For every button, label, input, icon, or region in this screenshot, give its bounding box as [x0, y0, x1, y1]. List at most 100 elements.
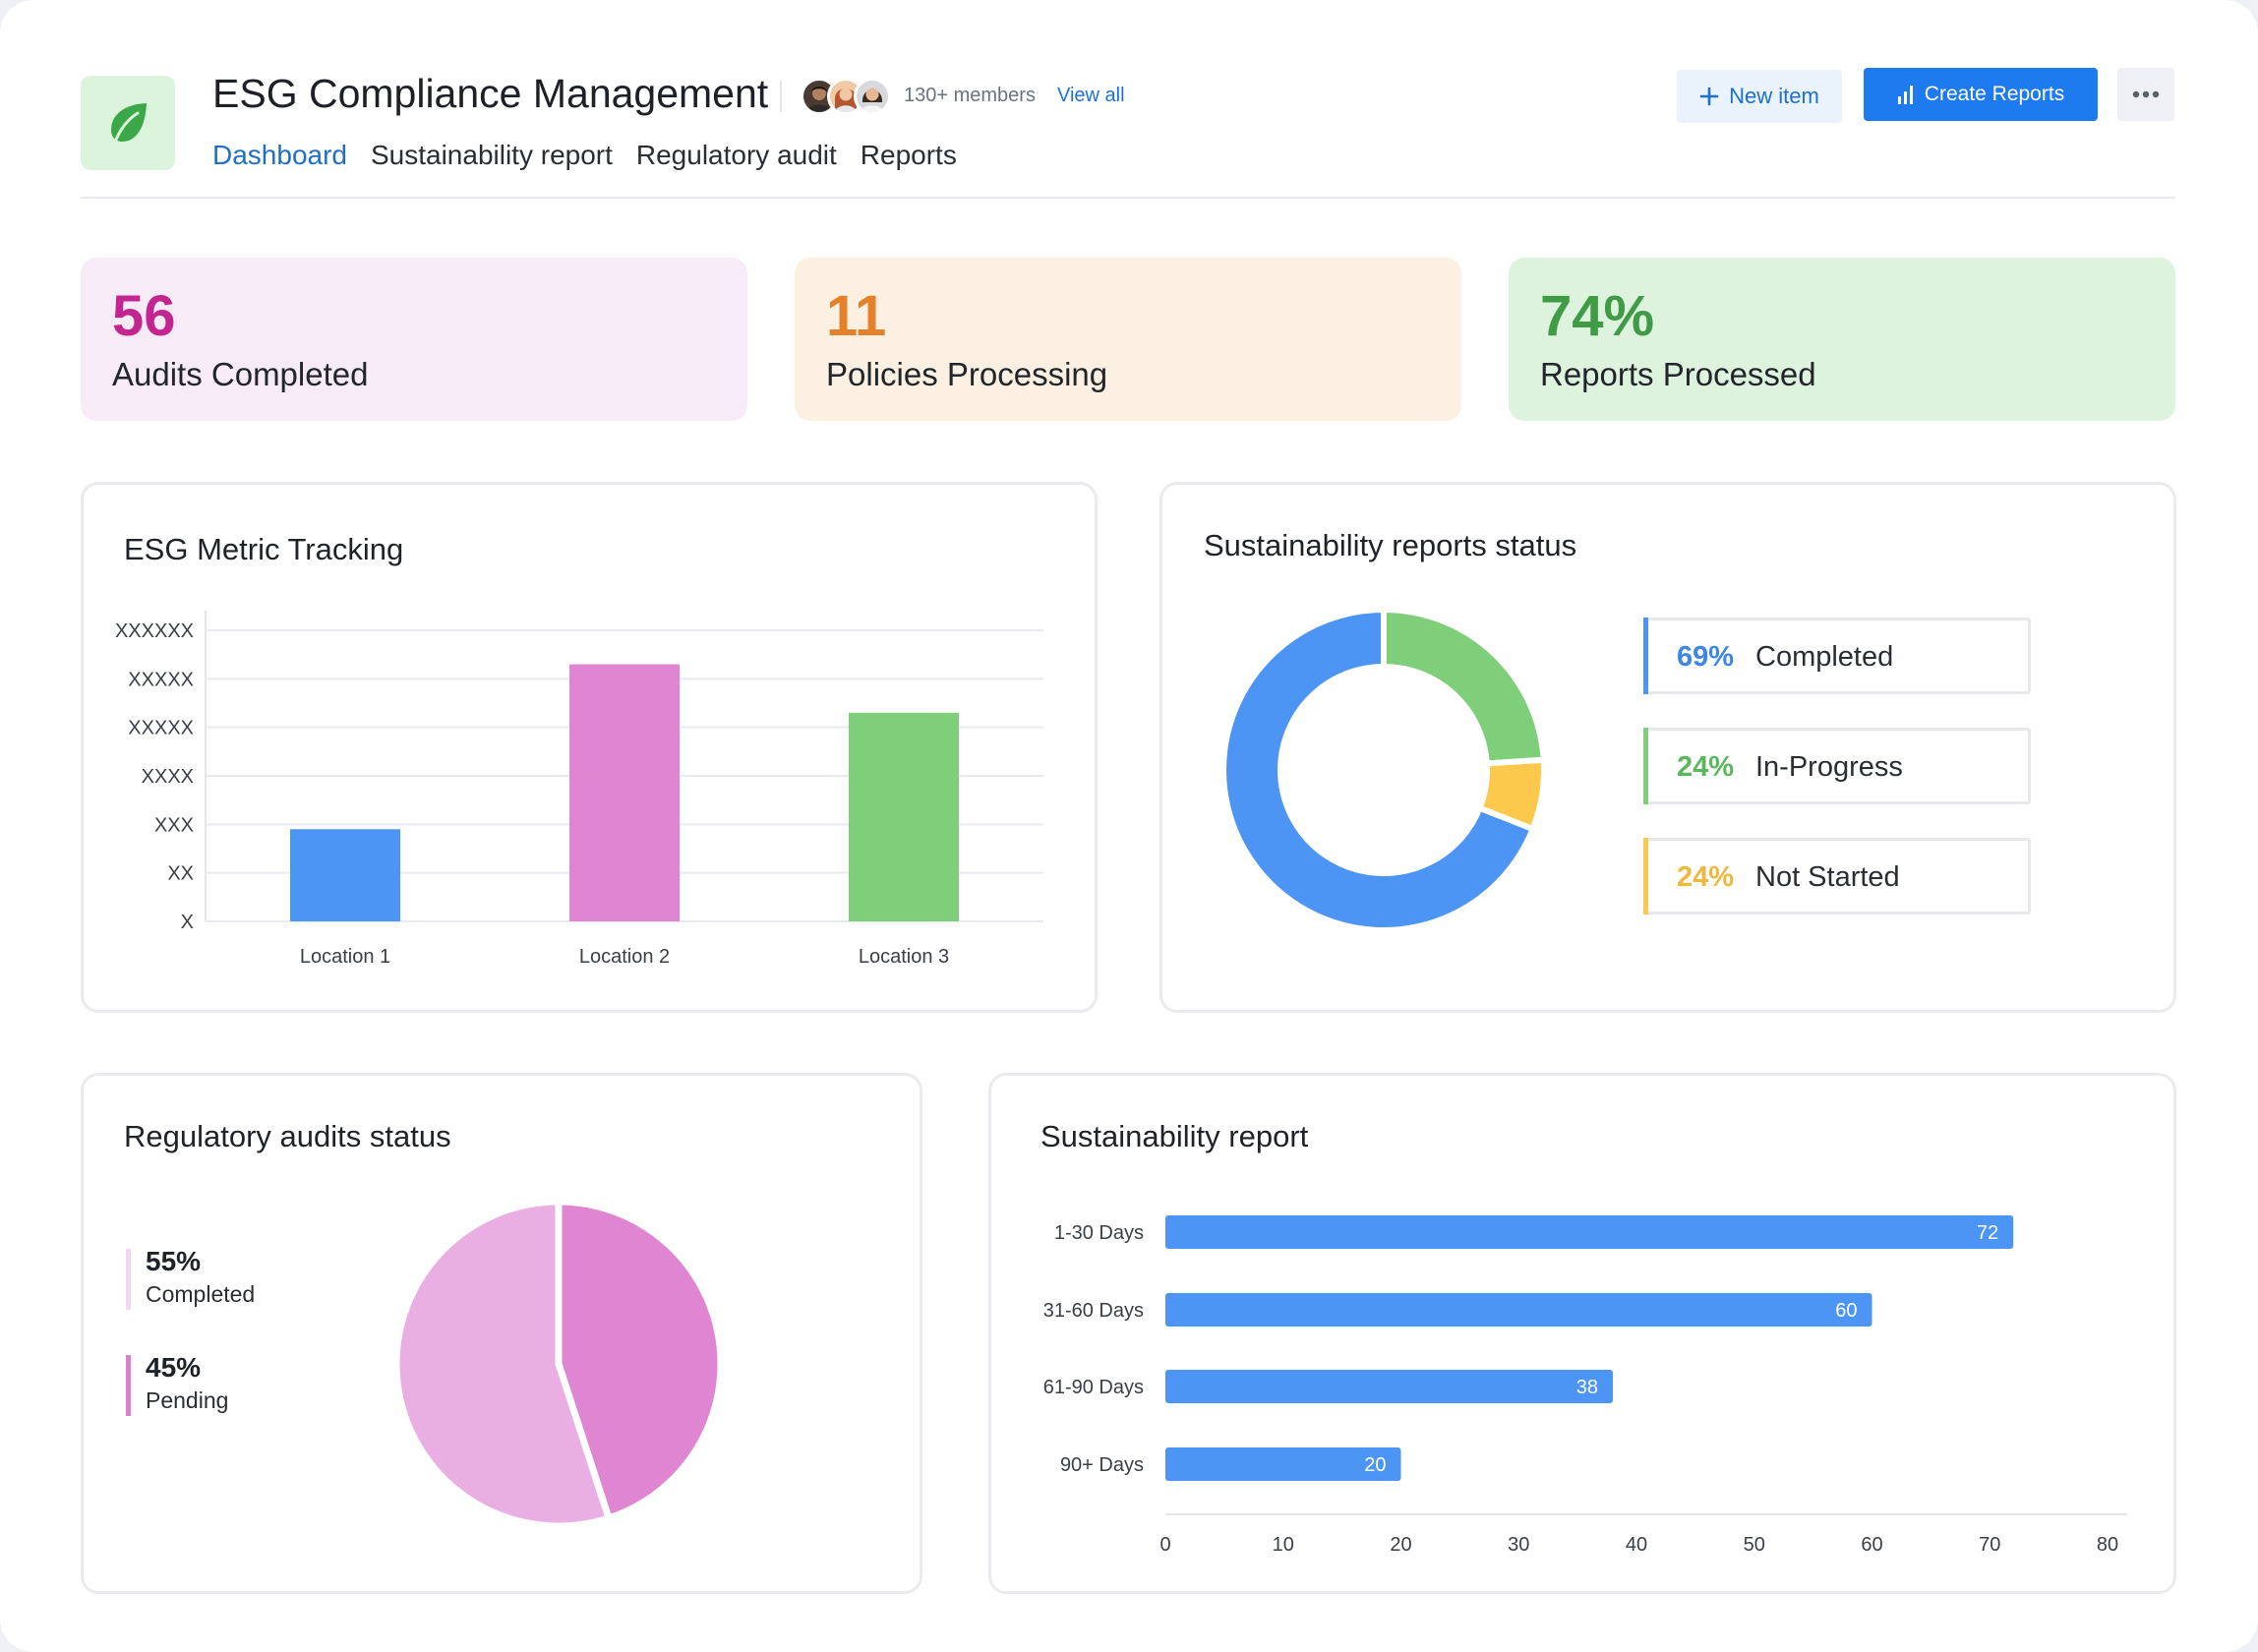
kpi-value: 56 — [112, 284, 176, 348]
bar-chart-icon — [1897, 86, 1913, 104]
bar-location-1 — [290, 829, 400, 921]
legend-label: In-Progress — [1755, 751, 1903, 783]
tab-reports[interactable]: Reports — [860, 140, 957, 170]
y-tick-label: XXX — [154, 814, 194, 836]
legend-percent: 45% — [146, 1352, 202, 1383]
plus-icon — [1699, 87, 1719, 106]
legend-not-started: 24% Not Started — [1643, 838, 2031, 914]
member-avatars[interactable] — [801, 78, 891, 115]
kpi-value: 11 — [826, 284, 887, 348]
header-divider — [81, 197, 2175, 199]
card-title: Sustainability report — [1040, 1119, 1309, 1153]
y-tick-label: X — [181, 912, 194, 933]
app-logo — [81, 76, 175, 170]
legend-completed: 69% Completed — [1643, 618, 2031, 694]
sustainability-report-card: Sustainability report 72 1-30 Days 60 31-60… — [988, 1073, 2176, 1594]
bar-31-60-days — [1165, 1293, 1872, 1327]
audits-status-card: Regulatory audits status 55% Completed 4… — [81, 1073, 922, 1594]
x-tick-label: 80 — [2097, 1534, 2118, 1556]
card-title: ESG Metric Tracking — [124, 532, 404, 566]
bar-1-30-days — [1165, 1215, 2014, 1249]
leaf-icon — [111, 103, 147, 147]
x-tick-label: 30 — [1508, 1534, 1529, 1556]
x-tick-label: Location 2 — [579, 946, 670, 968]
tab-dashboard[interactable]: Dashboard — [212, 140, 347, 170]
member-count: 130+ members — [904, 85, 1036, 106]
x-tick-label: Location 1 — [300, 946, 390, 968]
x-tick-label: 60 — [1861, 1534, 1882, 1556]
legend-percent: 69% — [1677, 641, 1735, 673]
y-tick-label: 90+ Days — [1060, 1454, 1144, 1476]
kpi-audits-completed: 56 Audits Completed — [81, 258, 747, 421]
view-all-link[interactable]: View all — [1057, 85, 1125, 106]
kpi-label: Audits Completed — [112, 356, 369, 392]
kpi-label: Policies Processing — [826, 356, 1108, 392]
x-tick-label: Location 3 — [859, 946, 949, 968]
donut-slice-not-started — [1476, 756, 1547, 833]
kpi-policies-processing: 11 Policies Processing — [795, 258, 1461, 421]
legend-marker — [1643, 618, 1648, 694]
y-tick-label: 61-90 Days — [1043, 1377, 1144, 1398]
sustainability-report-bar-chart: 72 1-30 Days 60 31-60 Days 38 61-90 Days 20 90+… — [1043, 1215, 2127, 1556]
x-tick-label: 20 — [1390, 1534, 1411, 1556]
legend-marker — [126, 1355, 131, 1416]
kpi-value: 74% — [1540, 284, 1655, 348]
bar-value-label: 72 — [1977, 1222, 1998, 1244]
bar-value-label: 38 — [1576, 1377, 1598, 1398]
legend-label: Completed — [146, 1281, 256, 1307]
title-divider — [780, 81, 782, 112]
x-tick-label: 50 — [1744, 1534, 1765, 1556]
legend-in-progress: 24% In-Progress — [1643, 728, 2031, 804]
y-tick-label: 1-30 Days — [1054, 1222, 1144, 1244]
y-tick-label: XX — [167, 863, 194, 885]
bar-value-label: 60 — [1835, 1300, 1857, 1322]
kpi-reports-processed: 74% Reports Processed — [1509, 258, 2175, 421]
create-reports-button[interactable]: Create Reports — [1864, 68, 2098, 121]
kpi-label: Reports Processed — [1540, 356, 1816, 392]
donut-slice-completed — [1220, 607, 1536, 933]
x-tick-label: 10 — [1273, 1534, 1294, 1556]
more-horizontal-icon — [2132, 90, 2160, 98]
create-reports-label: Create Reports — [1924, 83, 2065, 105]
more-options-button[interactable] — [2117, 68, 2174, 121]
esg-metric-card: ESG Metric Tracking X XX XXX XXXX XXXXX XXXXX… — [81, 482, 1098, 1013]
reports-status-card: Sustainability reports status 69% Comple… — [1159, 482, 2176, 1013]
legend-marker — [1643, 838, 1648, 914]
reports-status-donut-chart — [1220, 607, 1547, 933]
new-item-button[interactable]: New item — [1677, 70, 1842, 123]
card-title: Sustainability reports status — [1204, 528, 1577, 562]
bar-location-3 — [849, 712, 959, 921]
bar-value-label: 20 — [1364, 1454, 1386, 1476]
x-tick-label: 40 — [1626, 1534, 1647, 1556]
page-title: ESG Compliance Management — [212, 71, 769, 116]
y-tick-label: 31-60 Days — [1043, 1300, 1144, 1322]
y-tick-label: XXXX — [142, 766, 194, 788]
donut-slice-in-progress — [1381, 607, 1547, 767]
y-tick-label: XXXXX — [128, 718, 194, 739]
x-tick-label: 70 — [1979, 1534, 2000, 1556]
y-tick-label: XXXXXX — [115, 620, 194, 642]
bar-61-90-days — [1165, 1370, 1614, 1403]
tab-regulatory-audit[interactable]: Regulatory audit — [635, 140, 837, 170]
nav-tabs: Dashboard Sustainability report Regulato… — [212, 140, 957, 171]
legend-label: Not Started — [1755, 861, 1900, 893]
legend-percent: 55% — [146, 1246, 202, 1276]
y-tick-label: XXXXX — [128, 669, 194, 690]
pie-slice-pending — [555, 1198, 725, 1522]
bar-location-2 — [569, 664, 680, 921]
bar-90plus-days — [1165, 1447, 1401, 1481]
legend-marker — [126, 1249, 131, 1310]
legend-percent: 24% — [1677, 751, 1735, 783]
audits-status-pie-chart — [392, 1198, 725, 1530]
legend-percent: 24% — [1677, 861, 1735, 893]
tab-sustainability-report[interactable]: Sustainability report — [370, 140, 613, 170]
legend-marker — [1643, 728, 1648, 804]
pie-slice-completed — [392, 1198, 613, 1530]
new-item-label: New item — [1729, 84, 1819, 108]
avatar — [854, 78, 891, 115]
x-tick-label: 0 — [1159, 1534, 1170, 1556]
legend-label: Completed — [1755, 641, 1894, 673]
card-title: Regulatory audits status — [124, 1119, 451, 1153]
